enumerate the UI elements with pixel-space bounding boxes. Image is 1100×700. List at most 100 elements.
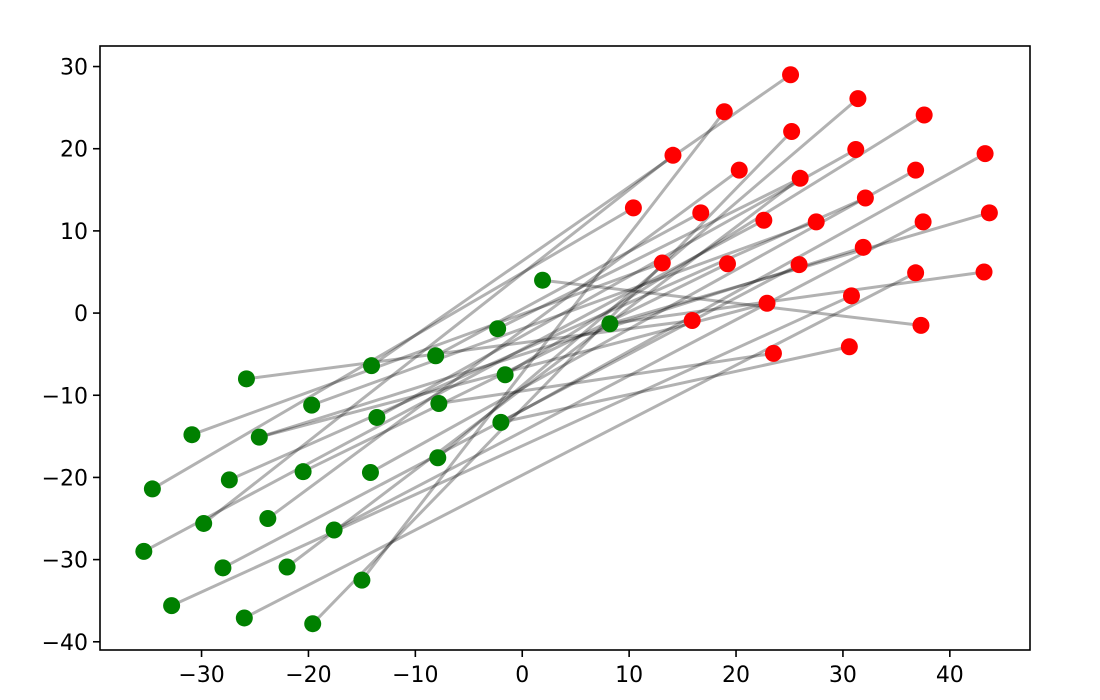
green-point (304, 615, 322, 633)
x-tick-label: 30 (829, 663, 857, 688)
x-tick-label: −10 (392, 663, 438, 688)
red-point (842, 287, 860, 305)
connection-line (266, 168, 741, 520)
red-point (980, 204, 998, 222)
red-point (782, 66, 800, 84)
plot-frame (99, 45, 1031, 651)
green-point (363, 357, 381, 375)
connection-line (151, 206, 635, 491)
red-point (730, 161, 748, 179)
x-tick-label: 20 (722, 663, 750, 688)
red-point (718, 255, 736, 273)
red-point (653, 254, 671, 272)
red-point (758, 294, 776, 312)
green-point (195, 514, 213, 532)
red-point (683, 311, 701, 329)
green-point (237, 370, 255, 388)
x-tick-label: 40 (936, 663, 964, 688)
green-point (294, 463, 312, 481)
connection-line (500, 152, 986, 424)
connection-line (500, 345, 850, 424)
connection-line (246, 318, 693, 381)
red-point (783, 122, 801, 140)
red-point (755, 211, 773, 229)
red-point (907, 264, 925, 282)
red-point (915, 106, 933, 124)
green-point (489, 320, 507, 338)
connection-line (438, 351, 774, 405)
y-tick-label: 0 (74, 302, 88, 327)
connection-line (302, 262, 729, 474)
red-point (840, 338, 858, 356)
red-point (790, 256, 808, 274)
connection-line (286, 177, 802, 569)
connection-line (504, 113, 925, 376)
red-point (692, 204, 710, 222)
green-point (601, 315, 619, 333)
red-point (791, 169, 809, 187)
green-point (143, 480, 161, 498)
connection-line (370, 73, 792, 367)
red-point (975, 263, 993, 281)
green-point (278, 558, 296, 576)
green-point (259, 510, 277, 528)
connection-line (376, 148, 857, 419)
red-point (856, 189, 874, 207)
connection-line (333, 220, 924, 532)
red-point (907, 161, 925, 179)
connection-line (436, 97, 859, 459)
connection-lines (143, 73, 990, 625)
connection-line (258, 245, 864, 439)
red-point (849, 90, 867, 108)
red-point (715, 103, 733, 121)
y-tick-label: 20 (60, 138, 88, 163)
connection-line (609, 270, 985, 326)
green-point (429, 449, 447, 467)
red-point (624, 199, 642, 217)
green-point (361, 464, 379, 481)
red-point (807, 213, 825, 231)
x-tick-label: 10 (615, 663, 643, 688)
green-point (492, 413, 510, 431)
green-point (135, 542, 153, 560)
connection-line (311, 130, 793, 625)
red-point (976, 145, 994, 163)
red-point (854, 238, 872, 256)
green-point (430, 394, 448, 412)
connection-line (360, 110, 726, 582)
connection-line (222, 263, 800, 570)
green-point (303, 396, 321, 414)
y-tick-label: −20 (42, 466, 88, 491)
connection-line (258, 301, 768, 439)
connection-line (228, 196, 866, 482)
green-point (534, 271, 552, 289)
green-point (353, 571, 371, 589)
connection-line (496, 176, 801, 331)
connection-line (542, 278, 922, 327)
scatter-points (135, 66, 998, 633)
green-point (427, 347, 445, 365)
red-point (664, 146, 682, 164)
y-tick-label: −10 (42, 384, 88, 409)
green-point (183, 426, 201, 444)
green-point (325, 521, 343, 539)
red-point (764, 344, 782, 362)
y-tick-label: −40 (42, 631, 88, 656)
x-tick-label: −20 (285, 663, 331, 688)
y-tick-label: 30 (60, 56, 88, 81)
connection-line (191, 261, 663, 437)
connection-line (311, 220, 817, 407)
red-point (914, 213, 932, 231)
green-point (163, 597, 181, 615)
green-point (496, 366, 514, 384)
connection-line (202, 154, 674, 525)
green-point (368, 408, 386, 426)
connection-line (143, 218, 765, 553)
green-point (214, 559, 232, 577)
connection-line (243, 271, 917, 620)
green-point (250, 428, 268, 446)
red-point (847, 141, 865, 159)
red-point (912, 316, 930, 334)
